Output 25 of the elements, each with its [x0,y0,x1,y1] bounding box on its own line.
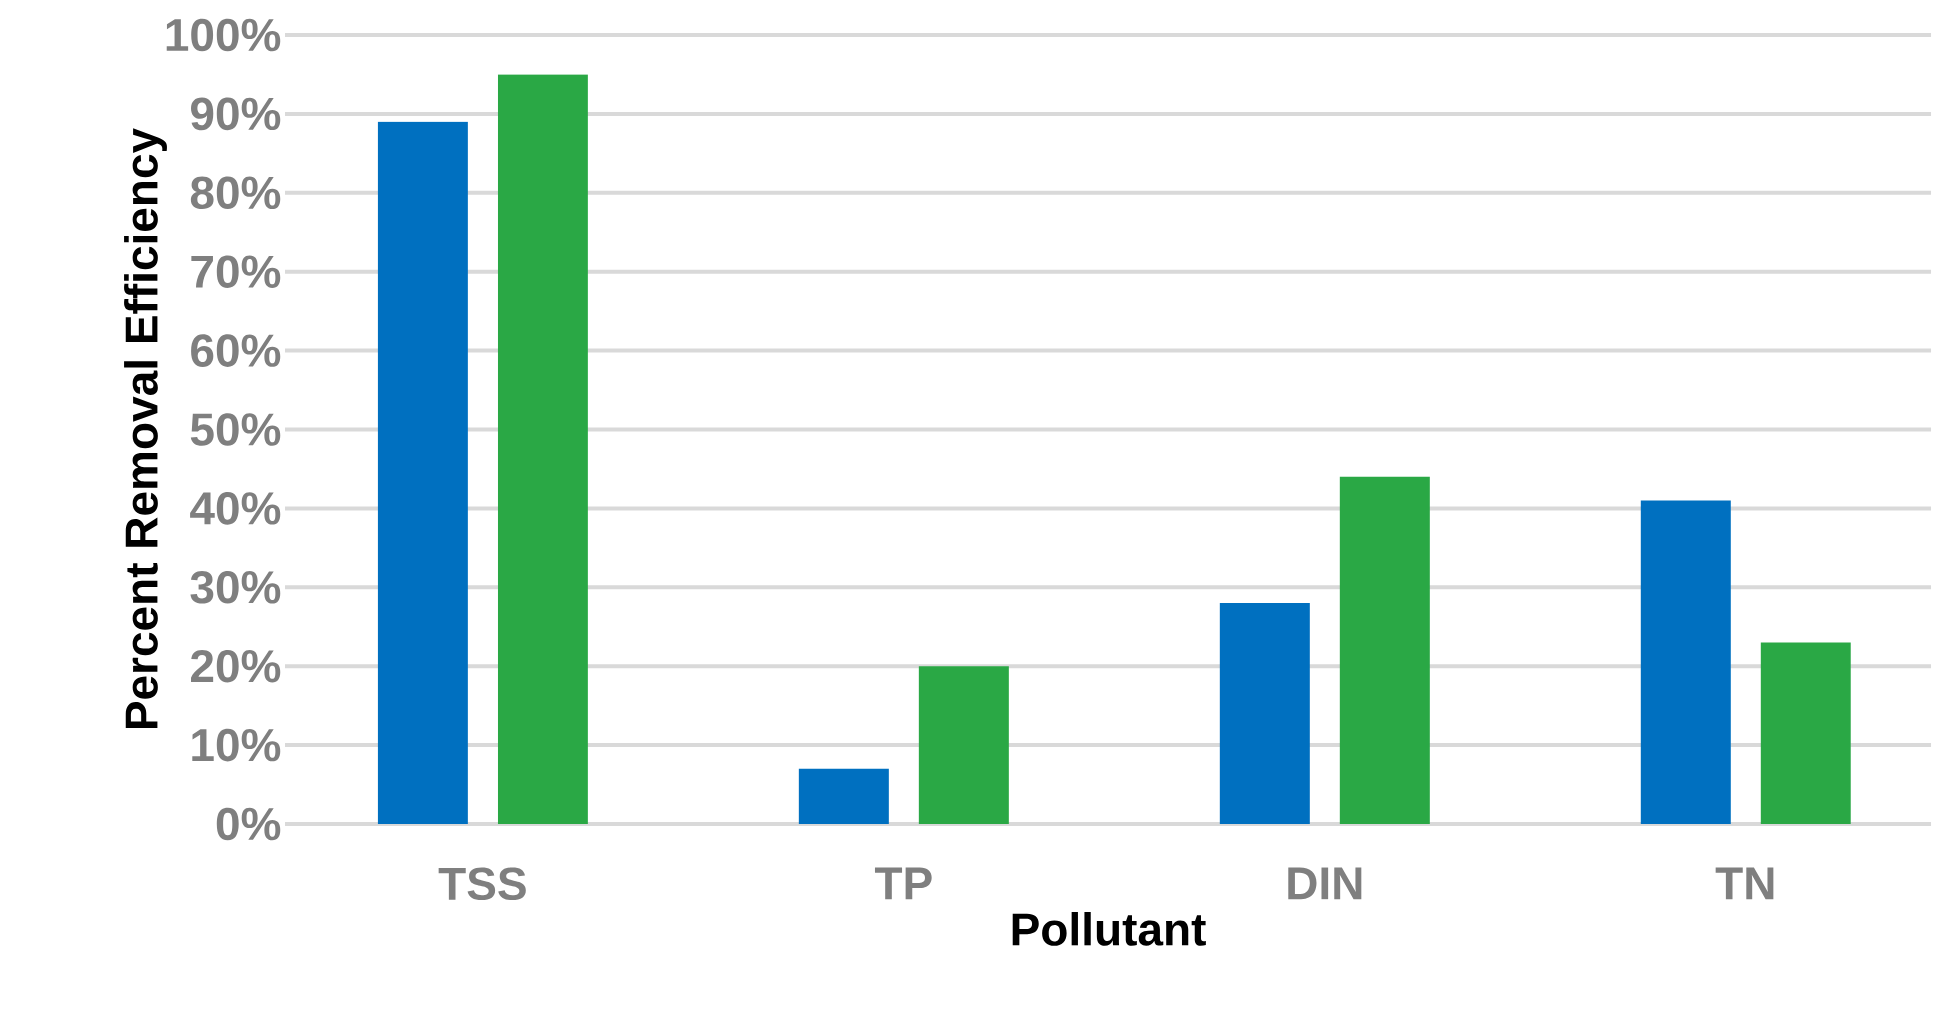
x-tick-label: TSS [438,867,526,901]
x-tick-label: TN [1715,867,1774,900]
y-tick-label: 80% [190,176,281,210]
bar [1339,476,1430,824]
y-tick-label: 70% [191,255,281,288]
y-tick-label: 100% [166,18,281,52]
bar [918,666,1009,824]
bar [1640,500,1731,824]
y-tick-label: 90% [191,97,281,131]
y-tick-label: 20% [191,649,281,683]
bar [1760,642,1851,824]
x-axis-title: Pollutant [1012,911,1206,946]
y-tick-label: 50% [190,413,281,446]
bar [377,121,468,824]
x-tick-label: TP [874,867,932,900]
y-tick-label: 40% [190,492,281,525]
y-tick-label: 0% [216,807,281,841]
y-axis-title: Percent Removal Efficiency [124,128,167,729]
y-tick-label: 60% [191,334,281,367]
bar [798,768,889,824]
y-tick-label: 10% [192,728,281,762]
bar [1219,603,1310,824]
x-tick-label: DIN [1288,867,1362,900]
y-tick-label: 30% [190,570,281,604]
bar [497,74,588,824]
